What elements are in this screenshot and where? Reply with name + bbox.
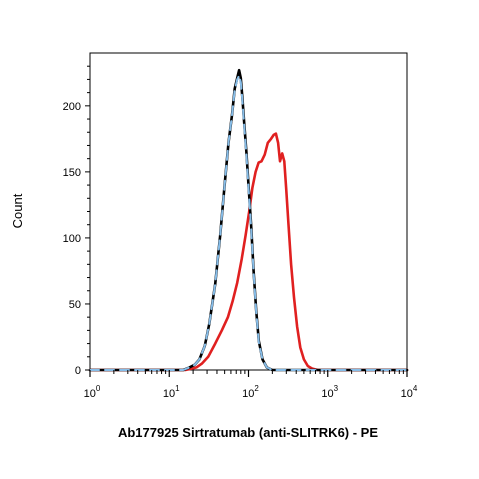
y-tick-label: 100 bbox=[63, 233, 81, 245]
x-tick-label: 100 bbox=[84, 384, 101, 400]
y-tick-label: 0 bbox=[75, 365, 81, 377]
x-tick-label: 103 bbox=[321, 384, 338, 400]
y-axis: 0 50 100 150 200 bbox=[63, 65, 90, 377]
x-tick-label: 104 bbox=[401, 384, 418, 400]
y-tick-label: 50 bbox=[69, 299, 81, 311]
x-tick-label: 101 bbox=[163, 384, 180, 400]
x-tick-label: 102 bbox=[242, 384, 259, 400]
y-tick-label: 200 bbox=[63, 101, 81, 113]
y-tick-label: 150 bbox=[63, 167, 81, 179]
series-layer bbox=[88, 68, 409, 372]
series-line-3 bbox=[89, 74, 408, 371]
x-axis: 100 101 102 103 104 bbox=[84, 370, 418, 400]
y-axis-title: Count bbox=[10, 193, 25, 228]
x-axis-title: Ab177925 Sirtratumab (anti-SLITRK6) - PE bbox=[118, 425, 378, 440]
series-line-1 bbox=[88, 132, 409, 372]
